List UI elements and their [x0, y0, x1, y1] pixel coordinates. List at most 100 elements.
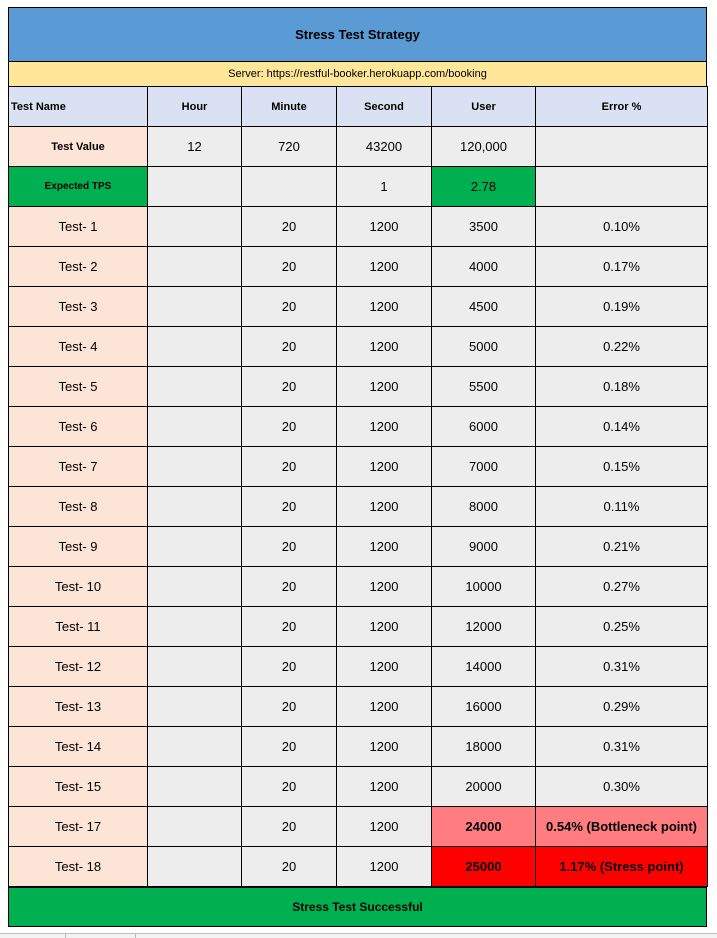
test-minute: 20 — [241, 446, 337, 487]
test-second: 1200 — [336, 246, 432, 287]
test-error: 0.18% — [535, 366, 708, 407]
test-second: 1200 — [336, 606, 432, 647]
test-hour — [147, 726, 242, 767]
sheet-tab-divider — [65, 934, 136, 938]
test-user: 16000 — [431, 686, 536, 727]
expected-tps-hour — [147, 166, 242, 207]
expected-tps-label: Expected TPS — [8, 166, 148, 207]
test-hour — [147, 846, 242, 887]
test-second: 1200 — [336, 566, 432, 607]
test-user: 10000 — [431, 566, 536, 607]
table-row: Test- 13 20 1200 16000 0.29% — [8, 686, 708, 727]
test-name: Test- 17 — [8, 806, 148, 847]
expected-tps-second: 1 — [336, 166, 432, 207]
stress-point-row: Test- 18 20 1200 25000 1.17% (Stress poi… — [8, 846, 708, 887]
result-banner: Stress Test Successful — [8, 887, 707, 927]
test-error: 0.19% — [535, 286, 708, 327]
test-name: Test- 1 — [8, 206, 148, 247]
header-test-name: Test Name — [8, 86, 148, 127]
test-minute: 20 — [241, 726, 337, 767]
test-user: 14000 — [431, 646, 536, 687]
test-hour — [147, 526, 242, 567]
table-row: Test- 1 20 1200 3500 0.10% — [8, 206, 708, 247]
test-error: 0.29% — [535, 686, 708, 727]
test-minute: 20 — [241, 806, 337, 847]
table-row: Test- 6 20 1200 6000 0.14% — [8, 406, 708, 447]
test-hour — [147, 286, 242, 327]
test-error: 0.21% — [535, 526, 708, 567]
expected-tps-user: 2.78 — [431, 166, 536, 207]
test-name: Test- 7 — [8, 446, 148, 487]
test-value-second: 43200 — [336, 126, 432, 167]
table-row: Test- 8 20 1200 8000 0.11% — [8, 486, 708, 527]
test-minute: 20 — [241, 246, 337, 287]
header-minute: Minute — [241, 86, 337, 127]
test-name: Test- 13 — [8, 686, 148, 727]
test-user: 12000 — [431, 606, 536, 647]
test-second: 1200 — [336, 846, 432, 887]
test-error: 0.25% — [535, 606, 708, 647]
test-error: 0.17% — [535, 246, 708, 287]
test-error: 0.14% — [535, 406, 708, 447]
test-name: Test- 12 — [8, 646, 148, 687]
test-second: 1200 — [336, 286, 432, 327]
sheet-title: Stress Test Strategy — [8, 7, 707, 61]
test-error: 0.15% — [535, 446, 708, 487]
expected-tps-row: Expected TPS 1 2.78 — [8, 166, 708, 207]
header-second: Second — [336, 86, 432, 127]
test-user: 5500 — [431, 366, 536, 407]
test-hour — [147, 766, 242, 807]
test-error: 0.10% — [535, 206, 708, 247]
test-name: Test- 15 — [8, 766, 148, 807]
test-hour — [147, 446, 242, 487]
expected-tps-minute — [241, 166, 337, 207]
test-error: 0.31% — [535, 726, 708, 767]
bottleneck-row: Test- 17 20 1200 24000 0.54% (Bottleneck… — [8, 806, 708, 847]
test-error: 0.11% — [535, 486, 708, 527]
table-row: Test- 4 20 1200 5000 0.22% — [8, 326, 708, 367]
table-row: Test- 10 20 1200 10000 0.27% — [8, 566, 708, 607]
table-row: Test- 9 20 1200 9000 0.21% — [8, 526, 708, 567]
test-hour — [147, 206, 242, 247]
test-minute: 20 — [241, 406, 337, 447]
test-minute: 20 — [241, 526, 337, 567]
test-error: 0.30% — [535, 766, 708, 807]
test-value-label: Test Value — [8, 126, 148, 167]
test-hour — [147, 686, 242, 727]
test-error: 0.31% — [535, 646, 708, 687]
test-name: Test- 14 — [8, 726, 148, 767]
test-minute: 20 — [241, 326, 337, 367]
test-name: Test- 6 — [8, 406, 148, 447]
header-hour: Hour — [147, 86, 242, 127]
test-value-hour: 12 — [147, 126, 242, 167]
test-value-minute: 720 — [241, 126, 337, 167]
test-user: 6000 — [431, 406, 536, 447]
test-hour — [147, 806, 242, 847]
test-minute: 20 — [241, 486, 337, 527]
test-name: Test- 4 — [8, 326, 148, 367]
test-value-error — [535, 126, 708, 167]
test-minute: 20 — [241, 646, 337, 687]
table-row: Test- 7 20 1200 7000 0.15% — [8, 446, 708, 487]
test-minute: 20 — [241, 686, 337, 727]
test-user: 9000 — [431, 526, 536, 567]
test-name: Test- 11 — [8, 606, 148, 647]
test-hour — [147, 366, 242, 407]
table-row: Test- 3 20 1200 4500 0.19% — [8, 286, 708, 327]
header-row: Test Name Hour Minute Second User Error … — [8, 86, 708, 127]
test-minute: 20 — [241, 206, 337, 247]
table-row: Test- 5 20 1200 5500 0.18% — [8, 366, 708, 407]
test-user: 20000 — [431, 766, 536, 807]
table-row: Test- 15 20 1200 20000 0.30% — [8, 766, 708, 807]
test-second: 1200 — [336, 766, 432, 807]
test-user: 8000 — [431, 486, 536, 527]
test-second: 1200 — [336, 406, 432, 447]
test-hour — [147, 406, 242, 447]
test-minute: 20 — [241, 566, 337, 607]
test-second: 1200 — [336, 806, 432, 847]
test-user: 7000 — [431, 446, 536, 487]
expected-tps-error — [535, 166, 708, 207]
test-minute: 20 — [241, 846, 337, 887]
test-second: 1200 — [336, 686, 432, 727]
header-user: User — [431, 86, 536, 127]
